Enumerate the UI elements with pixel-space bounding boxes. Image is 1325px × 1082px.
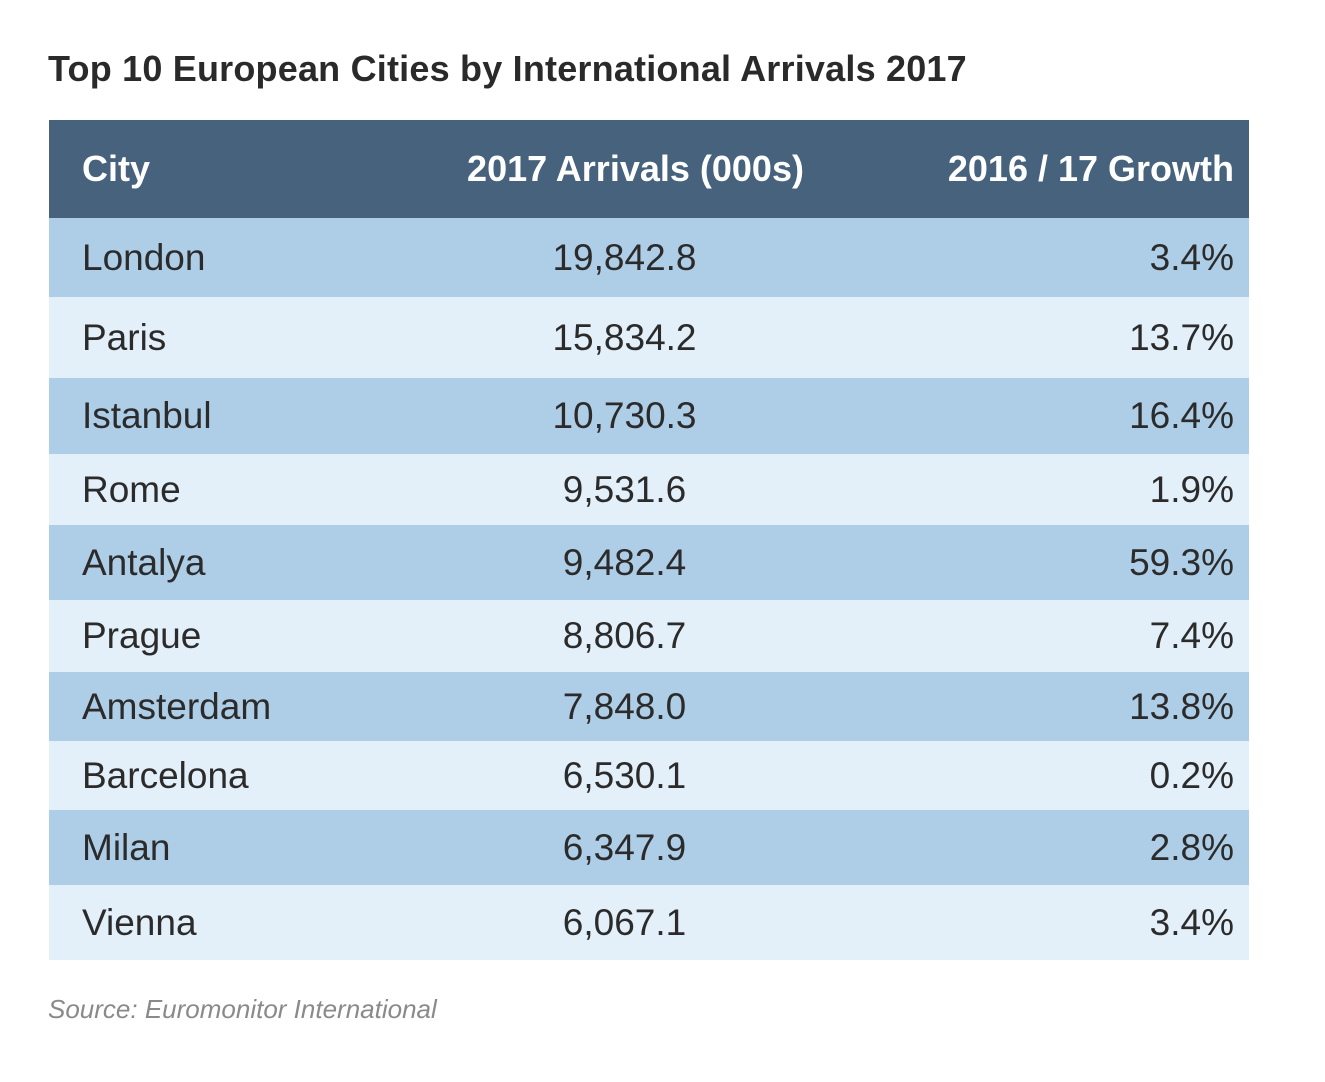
column-header-city: City: [82, 148, 151, 189]
growth-cell: 3.4%: [1149, 236, 1234, 278]
city-cell: Prague: [82, 615, 202, 656]
arrivals-cell: 6,347.9: [562, 826, 687, 868]
arrivals-cell: 9,482.4: [562, 541, 687, 583]
growth-cell: 2.8%: [1149, 826, 1234, 868]
city-cell: Paris: [82, 316, 167, 358]
arrivals-cell: 10,730.3: [552, 395, 697, 436]
city-cell: Rome: [82, 468, 181, 510]
table-row: Milan 6,347.9 2.8%: [49, 810, 1249, 885]
city-cell: Istanbul: [82, 395, 212, 436]
arrivals-cell: 6,067.1: [562, 901, 687, 943]
source-note: Source: Euromonitor International: [48, 994, 437, 1024]
arrivals-cell: 6,530.1: [562, 754, 687, 796]
table-row: Rome 9,531.6 1.9%: [49, 454, 1249, 525]
arrivals-cell: 8,806.7: [562, 615, 687, 656]
chart-title: Top 10 European Cities by International …: [48, 48, 967, 89]
arrivals-cell: 7,848.0: [562, 685, 687, 727]
growth-cell: 1.9%: [1149, 468, 1234, 510]
arrivals-cell: 15,834.2: [552, 316, 697, 358]
city-cell: London: [82, 236, 206, 278]
city-cell: Vienna: [82, 901, 197, 943]
table-row: Antalya 9,482.4 59.3%: [49, 525, 1249, 600]
growth-cell: 59.3%: [1129, 541, 1234, 583]
arrivals-cell: 9,531.6: [562, 468, 687, 510]
growth-cell: 7.4%: [1149, 615, 1234, 656]
table-row: Paris 15,834.2 13.7%: [49, 297, 1249, 378]
city-cell: Amsterdam: [82, 685, 272, 727]
table-row: Istanbul 10,730.3 16.4%: [49, 378, 1249, 454]
growth-cell: 13.7%: [1129, 316, 1234, 358]
city-cell: Barcelona: [82, 754, 249, 796]
arrivals-cell: 19,842.8: [552, 236, 697, 278]
table-row: London 19,842.8 3.4%: [49, 218, 1249, 297]
table-row: Prague 8,806.7 7.4%: [49, 600, 1249, 672]
growth-cell: 0.2%: [1149, 754, 1234, 796]
growth-cell: 13.8%: [1129, 685, 1234, 727]
table-row: Barcelona 6,530.1 0.2%: [49, 741, 1249, 810]
city-cell: Milan: [82, 826, 171, 868]
table-row: Vienna 6,067.1 3.4%: [49, 885, 1249, 960]
column-header-growth: 2016 / 17 Growth: [947, 148, 1234, 189]
city-cell: Antalya: [82, 541, 206, 583]
column-header-arrivals: 2017 Arrivals (000s): [467, 148, 804, 189]
table-row: Amsterdam 7,848.0 13.8%: [49, 672, 1249, 741]
growth-cell: 16.4%: [1129, 395, 1234, 436]
arrivals-table: City 2017 Arrivals (000s) 2016 / 17 Grow…: [49, 120, 1249, 960]
table-header-row: City 2017 Arrivals (000s) 2016 / 17 Grow…: [49, 120, 1249, 218]
growth-cell: 3.4%: [1149, 901, 1234, 943]
